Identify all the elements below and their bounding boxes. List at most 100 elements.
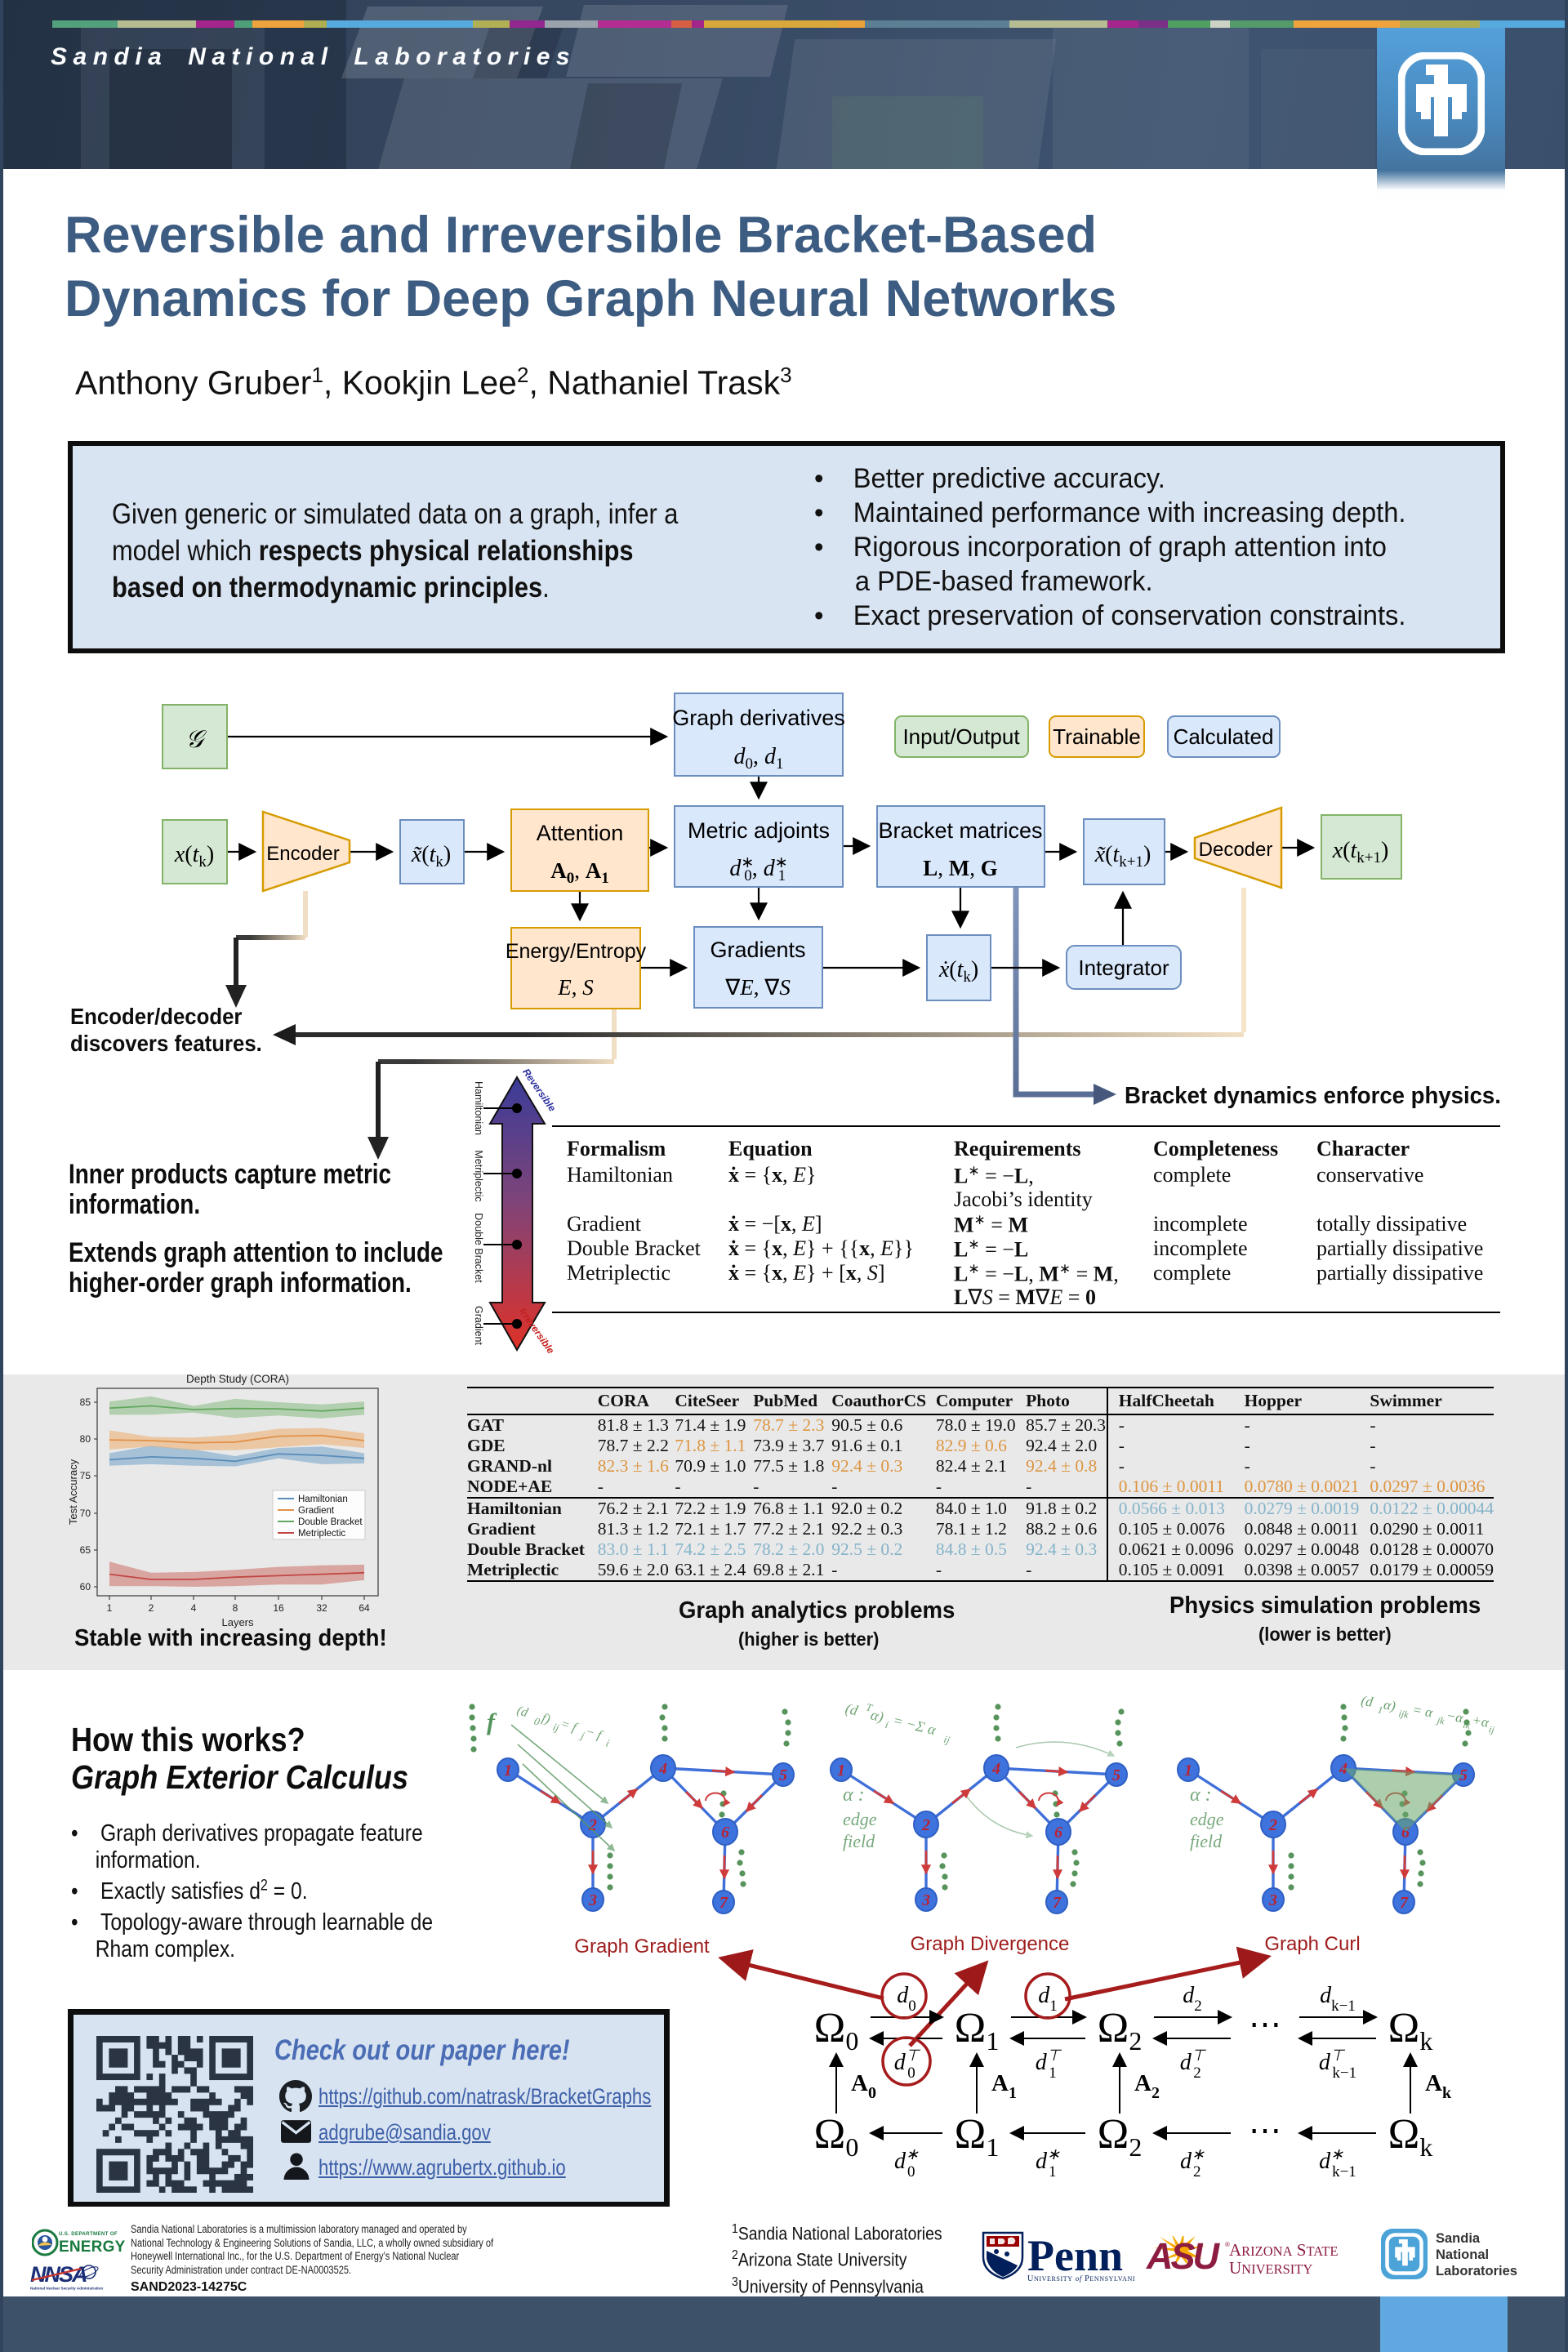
svg-text:(d: (d [1360,1693,1374,1710]
svg-text:4: 4 [1339,1760,1348,1778]
svg-text:Penn: Penn [1027,2231,1123,2280]
svg-text:α :: α : [1190,1784,1212,1806]
svg-text:Depth Study (CORA): Depth Study (CORA) [186,1374,289,1385]
svg-text:ARIZONA STATE: ARIZONA STATE [1229,2240,1338,2260]
svg-text:field: field [1190,1831,1223,1851]
svg-text:Graph derivatives: Graph derivatives [672,706,845,730]
svg-text:d0: d0 [897,1983,916,2015]
svg-text:d∗0: d∗ 0 [894,2146,919,2180]
svg-text:2: 2 [149,1602,154,1614]
svg-text:5: 5 [1459,1766,1468,1784]
svg-text:d0, d1: d0, d1 [734,744,784,773]
svg-text:− f: − f [584,1725,605,1744]
svg-text:5: 5 [1112,1766,1120,1784]
svg-text:Graph Gradient: Graph Gradient [574,1936,710,1958]
svg-text:Encoder: Encoder [266,843,339,865]
svg-text:3: 3 [921,1891,930,1909]
svg-text:i: i [604,1737,611,1750]
svg-text:3: 3 [1268,1891,1277,1909]
svg-text:ik: ik [1462,1719,1472,1731]
svg-text:α): α) [869,1706,885,1726]
svg-text:∇E, ∇S: ∇E, ∇S [724,975,791,1000]
svg-text:6: 6 [1054,1824,1062,1842]
svg-text:edge: edge [843,1809,877,1829]
svg-text:Ω2: Ω2 [1098,2111,1143,2162]
svg-text:x̃(tk): x̃(tk) [411,842,451,871]
svg-text:i: i [884,1718,890,1731]
svg-text:6: 6 [1401,1824,1410,1842]
svg-text:A1: A1 [991,2070,1017,2102]
svg-text:6: 6 [721,1824,729,1842]
svg-text:32: 32 [316,1602,327,1614]
svg-text:2: 2 [921,1816,930,1834]
svg-text:7: 7 [1400,1894,1409,1912]
svg-text:T: T [865,1701,874,1714]
svg-text:(d: (d [844,1700,861,1720]
svg-text:Gradient: Gradient [298,1506,335,1516]
svg-text:1: 1 [1184,1762,1192,1780]
svg-text:f): f) [540,1711,551,1726]
svg-text:Metriplectic: Metriplectic [298,1529,345,1539]
svg-text:ẋ(tk): ẋ(tk) [938,957,978,986]
svg-text:U.S. DEPARTMENT OF: U.S. DEPARTMENT OF [59,2231,118,2237]
svg-text:+α: +α [1471,1713,1490,1731]
svg-text:= α: = α [1411,1702,1435,1721]
svg-text:Ω0: Ω0 [814,2005,859,2056]
svg-text:Graph Curl: Graph Curl [1264,1933,1360,1955]
svg-text:d⊤1: d⊤ 1 [1036,2047,1062,2082]
svg-text:ij: ij [942,1733,951,1746]
svg-text:4: 4 [658,1760,667,1778]
svg-text:d∗1: d∗ 1 [1036,2146,1060,2180]
svg-text:1: 1 [107,1602,113,1614]
svg-text:4: 4 [191,1602,197,1614]
svg-text:NNSA: NNSA [30,2264,87,2287]
svg-text:(d: (d [515,1704,531,1720]
svg-text:7: 7 [1053,1894,1062,1912]
svg-text:1: 1 [504,1762,512,1780]
svg-text:UNIVERSITY: UNIVERSITY [1229,2258,1312,2278]
svg-text:65: 65 [80,1544,91,1556]
svg-text:d2: d2 [1183,1983,1202,2015]
svg-text:Gradient: Gradient [473,1306,484,1345]
svg-text:A0, A1: A0, A1 [550,858,609,887]
svg-text:d⊤2: d⊤ 2 [1180,2047,1207,2082]
svg-text:Ω0: Ω0 [814,2111,859,2162]
svg-text:Calculated: Calculated [1174,724,1274,749]
svg-text:⋯: ⋯ [1249,2112,1281,2149]
svg-text:70: 70 [80,1508,91,1519]
svg-text:Ωk: Ωk [1388,2005,1433,2056]
svg-text:edge: edge [1190,1809,1224,1829]
svg-text:j: j [578,1729,586,1742]
svg-text:Metric adjoints: Metric adjoints [688,818,830,843]
svg-text:Test Accuracy: Test Accuracy [67,1459,79,1525]
svg-text:−α: −α [1446,1708,1465,1726]
svg-text:Hamiltonian: Hamiltonian [298,1494,348,1504]
svg-text:1: 1 [1377,1704,1383,1716]
svg-text:2: 2 [588,1816,597,1834]
svg-text:Metriplectic: Metriplectic [473,1150,484,1201]
svg-text:= −Σ α: = −Σ α [891,1712,938,1738]
svg-text:d1: d1 [1038,1983,1058,2015]
svg-text:Ω1: Ω1 [955,2005,1000,2056]
svg-text:dk−1: dk−1 [1320,1983,1356,2015]
svg-text:d⊤k−1: d⊤ k−1 [1319,2047,1356,2082]
svg-text:2: 2 [1268,1816,1277,1834]
svg-text:A2: A2 [1134,2070,1160,2102]
svg-text:Laboratories: Laboratories [1436,2264,1517,2278]
svg-text:field: field [843,1831,875,1851]
svg-text:Integrator: Integrator [1078,956,1169,980]
svg-text:Input/Output: Input/Output [902,724,1020,749]
svg-text:d∗k−1: d∗ k−1 [1319,2146,1356,2180]
svg-text:Energy/Entropy: Energy/Entropy [506,940,647,963]
svg-text:ASU: ASU [1146,2236,1221,2277]
svg-text:Ω1: Ω1 [955,2111,1000,2162]
svg-text:ENERGY: ENERGY [59,2238,126,2256]
svg-text:Ak: Ak [1425,2070,1452,2102]
svg-text:80: 80 [80,1433,91,1445]
svg-text:α): α) [1383,1696,1397,1713]
svg-text:Gradients: Gradients [710,938,805,962]
svg-text:5: 5 [779,1766,787,1784]
svg-text:ij: ij [1488,1723,1496,1735]
svg-text:⋯: ⋯ [1249,2006,1281,2042]
